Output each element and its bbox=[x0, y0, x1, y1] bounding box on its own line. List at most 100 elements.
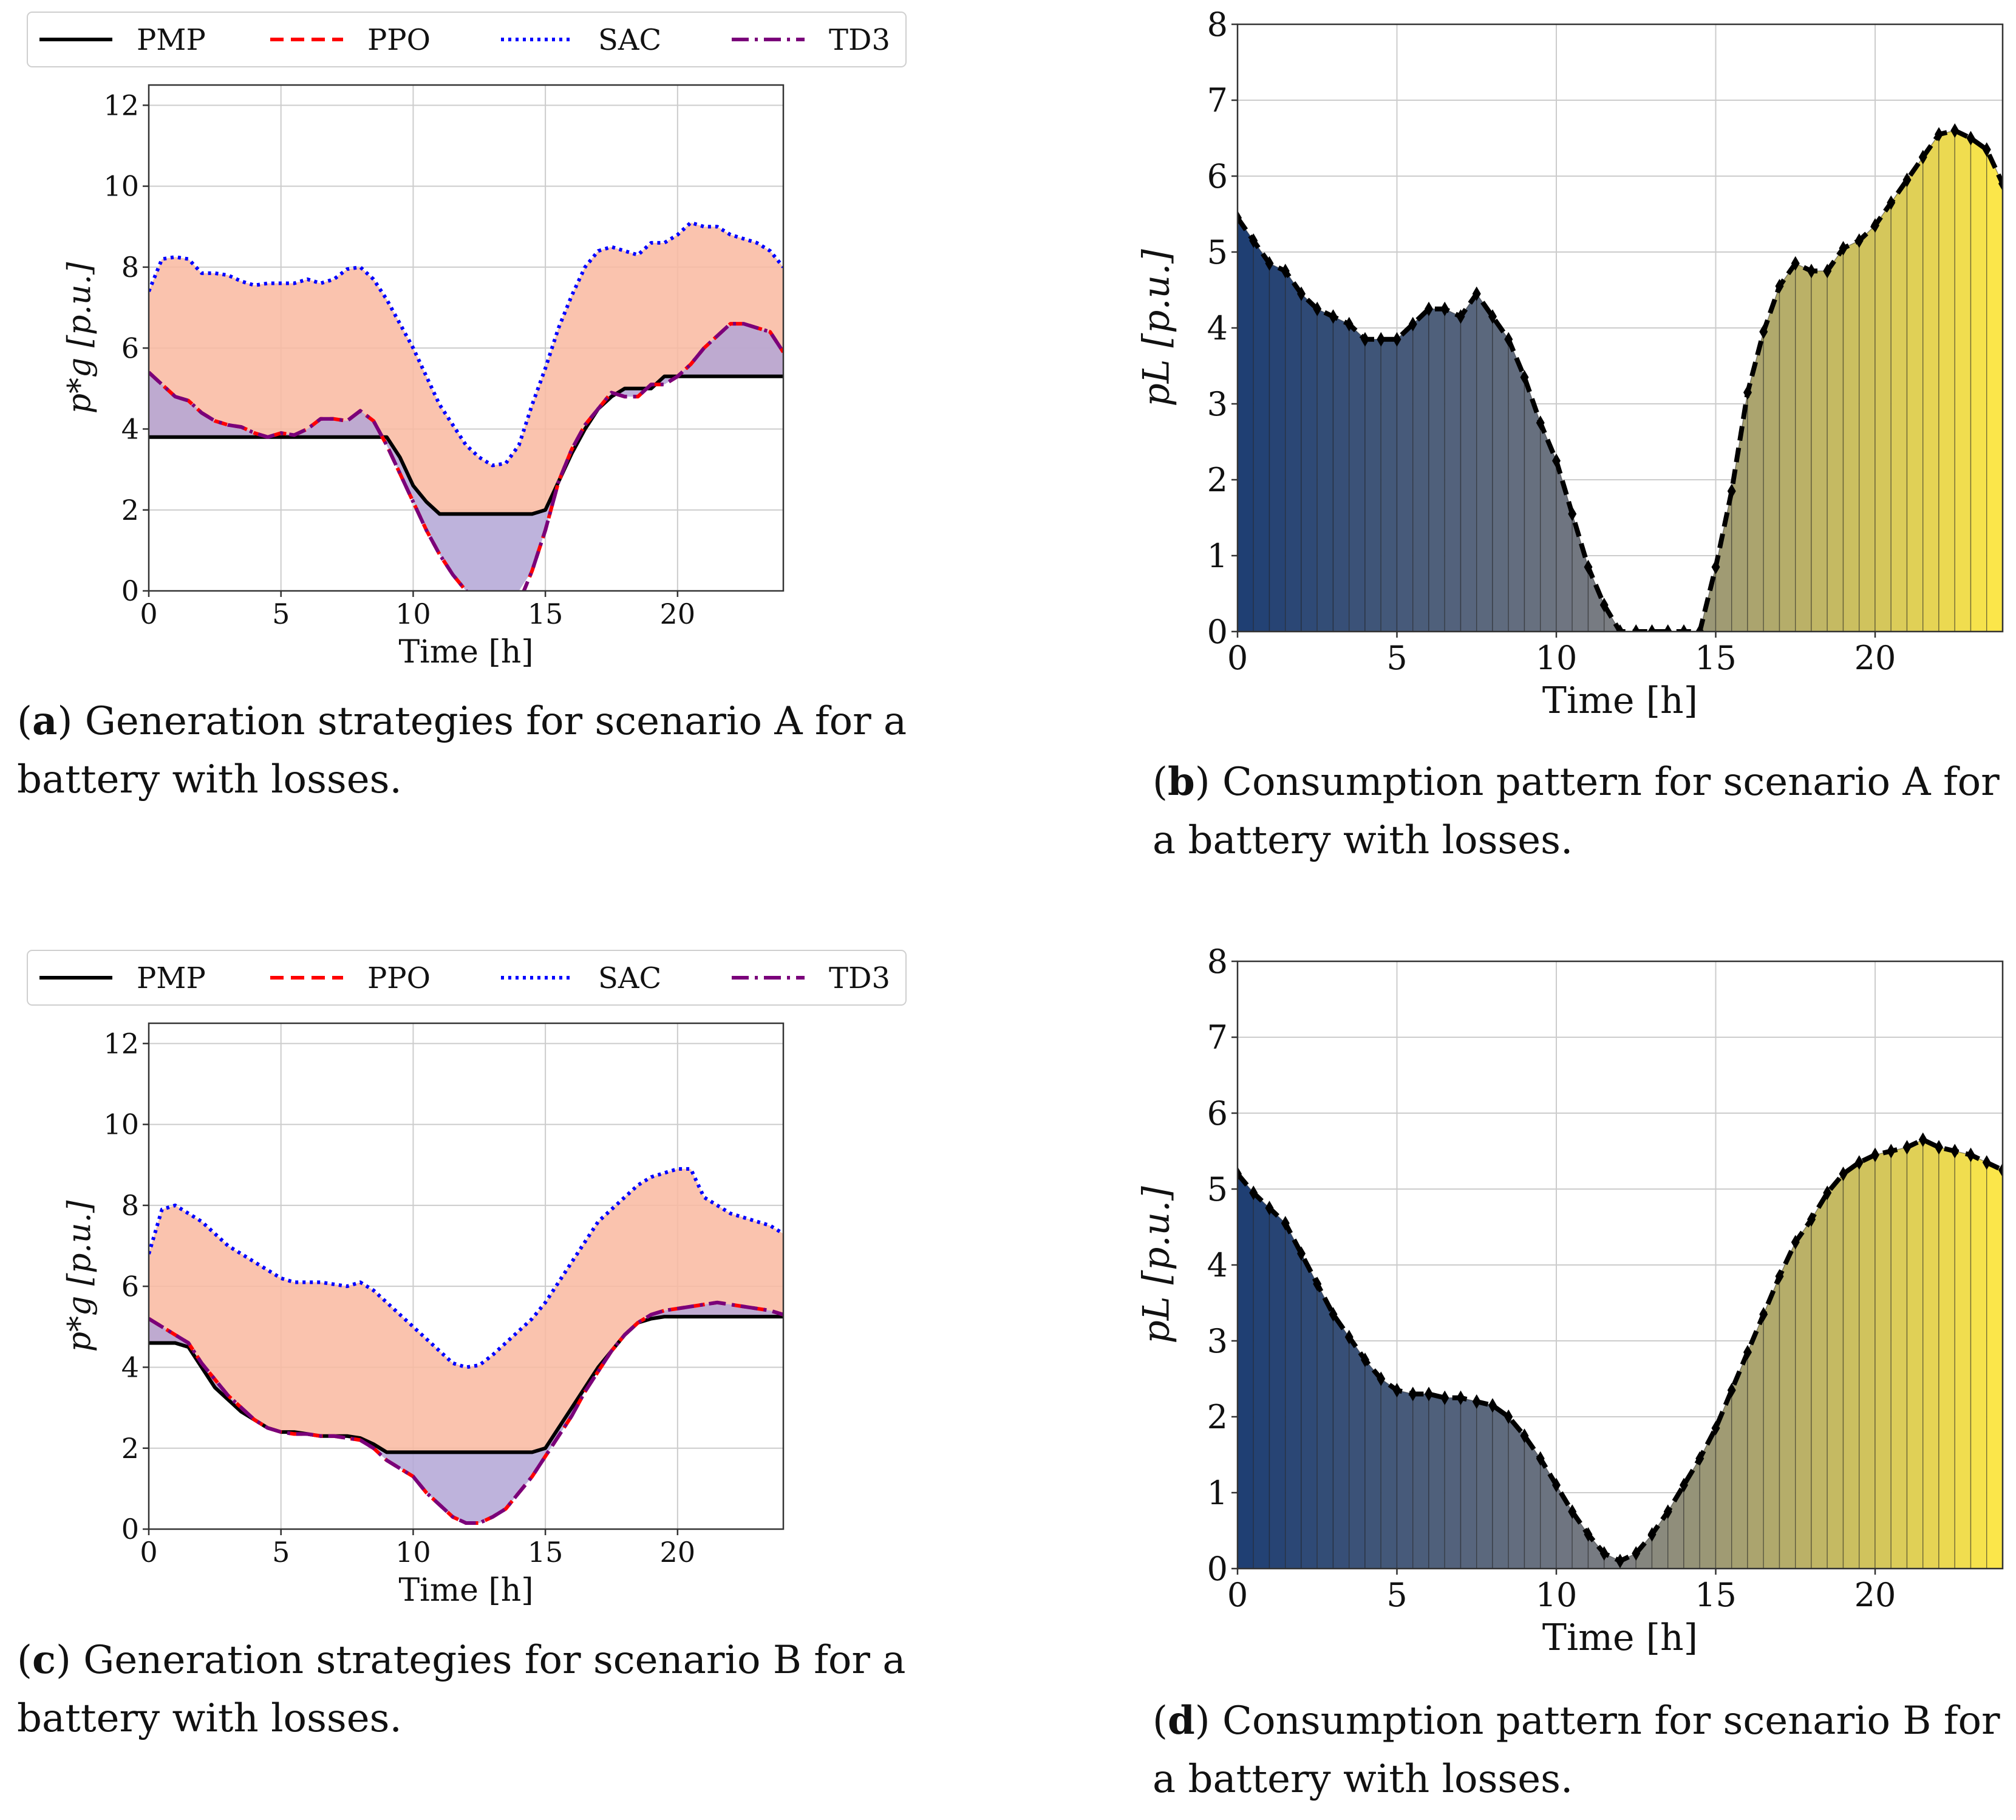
area-bar bbox=[1428, 1393, 1445, 1569]
legend-frame bbox=[27, 12, 907, 67]
y-tick-label: 0 bbox=[121, 1513, 139, 1546]
x-tick-label: 15 bbox=[1695, 1576, 1737, 1614]
data-point bbox=[1950, 1143, 1960, 1159]
area-bar bbox=[1269, 1207, 1286, 1569]
data-point bbox=[1238, 1167, 1242, 1181]
x-tick-label: 0 bbox=[1227, 639, 1248, 677]
data-point bbox=[1520, 1428, 1529, 1443]
area-bar bbox=[1444, 1397, 1462, 1569]
y-tick-label: 12 bbox=[103, 1027, 139, 1060]
area-bar bbox=[1827, 1172, 1844, 1569]
area-bar bbox=[1396, 1389, 1414, 1569]
area-bar bbox=[1332, 316, 1350, 632]
x-tick-label: 10 bbox=[1536, 1576, 1578, 1614]
data-point bbox=[1727, 483, 1736, 499]
fill-pmp-rl bbox=[149, 1302, 783, 1524]
area-bar bbox=[1332, 1312, 1350, 1569]
area-bar bbox=[1795, 1218, 1812, 1569]
data-point bbox=[1281, 264, 1290, 279]
fill-pmp-sac bbox=[149, 222, 783, 514]
data-point bbox=[1425, 1386, 1433, 1402]
fill-pmp-sac bbox=[149, 1168, 783, 1453]
area-bar bbox=[1412, 308, 1429, 632]
area-bar bbox=[1349, 323, 1366, 632]
area-bar bbox=[1922, 1139, 1939, 1569]
caption-b-letter: b bbox=[1167, 759, 1195, 805]
y-tick-label: 4 bbox=[121, 413, 139, 446]
data-point bbox=[1297, 286, 1306, 301]
y-tick-label: 6 bbox=[1207, 1094, 1228, 1133]
legend-label-td3: TD3 bbox=[829, 961, 890, 995]
y-tick-label: 6 bbox=[121, 332, 139, 364]
x-tick-label: 15 bbox=[528, 598, 564, 630]
data-point bbox=[1632, 624, 1641, 632]
legend-label-sac: SAC bbox=[598, 961, 661, 995]
caption-a-text: ) Generation strategies for scenario A f… bbox=[17, 699, 907, 802]
data-point bbox=[1568, 1504, 1577, 1519]
data-point bbox=[1329, 309, 1338, 324]
area-bar bbox=[1285, 269, 1302, 632]
data-point bbox=[1238, 210, 1242, 225]
data-point bbox=[1775, 279, 1784, 294]
data-point bbox=[1935, 1140, 1943, 1155]
y-tick-label: 7 bbox=[1207, 1018, 1228, 1057]
data-point bbox=[1584, 1527, 1593, 1542]
data-point bbox=[1743, 1345, 1752, 1360]
area-bar bbox=[1540, 422, 1557, 632]
area-bar bbox=[1253, 1191, 1270, 1569]
data-point bbox=[1616, 624, 1624, 632]
plot-area-d bbox=[1238, 1132, 2003, 1569]
x-tick-label: 15 bbox=[528, 1536, 564, 1569]
data-point bbox=[1823, 264, 1832, 279]
area-bar bbox=[1922, 132, 1939, 632]
data-point bbox=[1871, 218, 1879, 233]
y-tick-label: 0 bbox=[121, 574, 139, 607]
area-bar bbox=[1938, 1147, 1955, 1569]
data-point bbox=[1791, 256, 1800, 271]
area-bar bbox=[1476, 292, 1493, 632]
data-point bbox=[1887, 1143, 1896, 1159]
plot-area-a bbox=[149, 220, 783, 591]
data-point bbox=[1599, 598, 1609, 613]
caption-a-letter: a bbox=[32, 698, 58, 744]
area-bar bbox=[1875, 1150, 1892, 1569]
area-bar bbox=[1763, 286, 1780, 632]
area-bar bbox=[1269, 262, 1286, 632]
y-tick-label: 0 bbox=[1207, 613, 1228, 651]
x-tick-label: 5 bbox=[1386, 1576, 1407, 1614]
area-bar bbox=[1253, 239, 1270, 632]
area-bar bbox=[1747, 332, 1764, 632]
data-point bbox=[1344, 316, 1354, 332]
y-tick-label: 6 bbox=[121, 1270, 139, 1303]
chart-a: PMP PPO SAC TD3 0 5 10 15 20 0 2 4 6 8 10 12 Time [h] p*g… bbox=[27, 12, 907, 670]
chart-d: 0 5 10 15 20 0 1 2 3 4 5 6 7 8 Time [h] pL [p.u.] bbox=[1136, 942, 2004, 1659]
data-point bbox=[1536, 1451, 1545, 1466]
x-tick-label: 0 bbox=[140, 1536, 157, 1569]
y-tick-label: 5 bbox=[1207, 1170, 1228, 1208]
area-bar bbox=[1859, 1154, 1876, 1569]
data-point bbox=[1536, 415, 1545, 431]
y-tick-label: 8 bbox=[1207, 5, 1228, 44]
area-bar bbox=[1890, 178, 1908, 632]
data-point bbox=[1297, 1246, 1306, 1261]
area-bar bbox=[1842, 1161, 1860, 1569]
data-point bbox=[1775, 1269, 1784, 1284]
area-bar bbox=[1938, 130, 1955, 632]
data-point bbox=[1361, 1352, 1369, 1368]
data-point bbox=[1249, 1185, 1258, 1201]
area-bar bbox=[1396, 323, 1414, 632]
x-tick-label: 10 bbox=[395, 1536, 431, 1569]
data-point bbox=[1520, 370, 1529, 385]
y-tick-label: 4 bbox=[121, 1351, 139, 1384]
area-bar bbox=[1763, 1276, 1780, 1569]
data-point bbox=[1711, 1420, 1720, 1436]
area-bar bbox=[1316, 1283, 1334, 1569]
data-point bbox=[1392, 1383, 1401, 1398]
data-point bbox=[1647, 624, 1657, 632]
y-tick-label: 1 bbox=[1207, 1474, 1228, 1512]
caption-a: (a) Generation strategies for scenario A… bbox=[17, 698, 907, 802]
data-point bbox=[1440, 1390, 1449, 1405]
data-point bbox=[1329, 1307, 1338, 1322]
data-point bbox=[1472, 1394, 1481, 1409]
data-point bbox=[1839, 1167, 1848, 1181]
